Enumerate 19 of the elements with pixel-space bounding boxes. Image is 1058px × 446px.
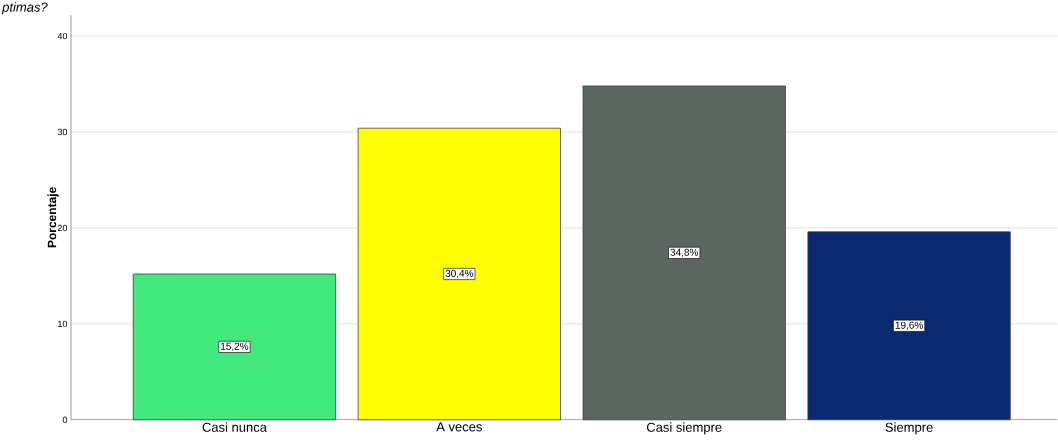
bar <box>807 231 1011 421</box>
y-tick-label: 20 <box>57 224 68 232</box>
y-axis-title: Porcentaje <box>47 187 59 248</box>
bar <box>132 273 337 421</box>
x-tick-label: A veces <box>436 422 482 432</box>
y-tick-label: 10 <box>58 320 68 328</box>
y-tick-label: 40 <box>57 33 68 40</box>
x-tick-label: Casi siempre <box>646 422 722 435</box>
x-tick-label: Siempre <box>885 422 933 435</box>
bar <box>357 127 561 421</box>
text: ptimas? <box>1 2 48 15</box>
data-label: 15,2% <box>221 342 249 352</box>
data-label: 34,8% <box>670 248 699 258</box>
data-label: 30,4% <box>445 269 474 279</box>
x-tick-label: Casi nunca <box>202 422 267 432</box>
data-label: 19,6% <box>895 321 923 331</box>
y-tick-label: 30 <box>57 128 68 136</box>
bar <box>582 85 786 421</box>
y-tick-label: 0 <box>62 416 68 424</box>
